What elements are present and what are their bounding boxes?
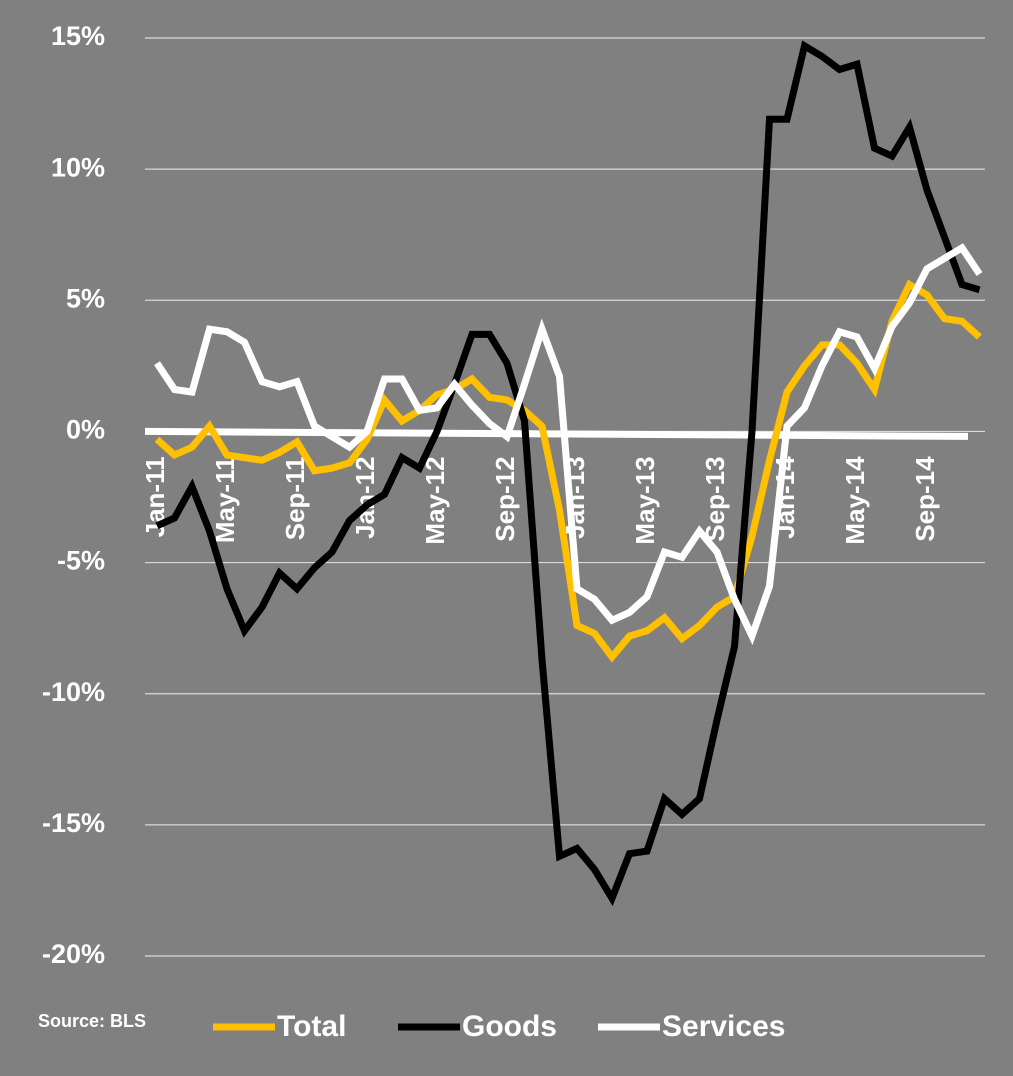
y-tick-label: -20% [42,939,105,969]
y-tick-label: 5% [66,283,105,313]
y-tick-label: -5% [57,546,105,576]
x-axis [144,427,969,440]
x-tick-label: May-13 [630,456,660,544]
y-tick-label: 15% [51,21,105,51]
source-note: Source: BLS [38,1011,146,1031]
x-tick-label: Sep-14 [910,456,940,542]
x-tick-label: Sep-13 [700,456,730,541]
y-tick-label: 0% [66,415,105,445]
x-tick-label: Sep-12 [490,456,520,541]
legend-label: Total [277,1010,346,1043]
x-tick-label: Sep-11 [280,456,310,540]
series-line [154,279,982,663]
y-tick-label: -15% [42,808,105,838]
y-tick-label: 10% [51,152,105,182]
x-tick-label: May-11 [210,456,240,543]
legend-label: Services [662,1010,785,1043]
x-tick-label: May-12 [420,456,450,544]
y-tick-label: -10% [42,677,105,707]
legend-label: Goods [462,1010,557,1043]
series-line [154,243,983,646]
x-tick-label: May-14 [840,456,870,545]
series-line [155,40,981,907]
